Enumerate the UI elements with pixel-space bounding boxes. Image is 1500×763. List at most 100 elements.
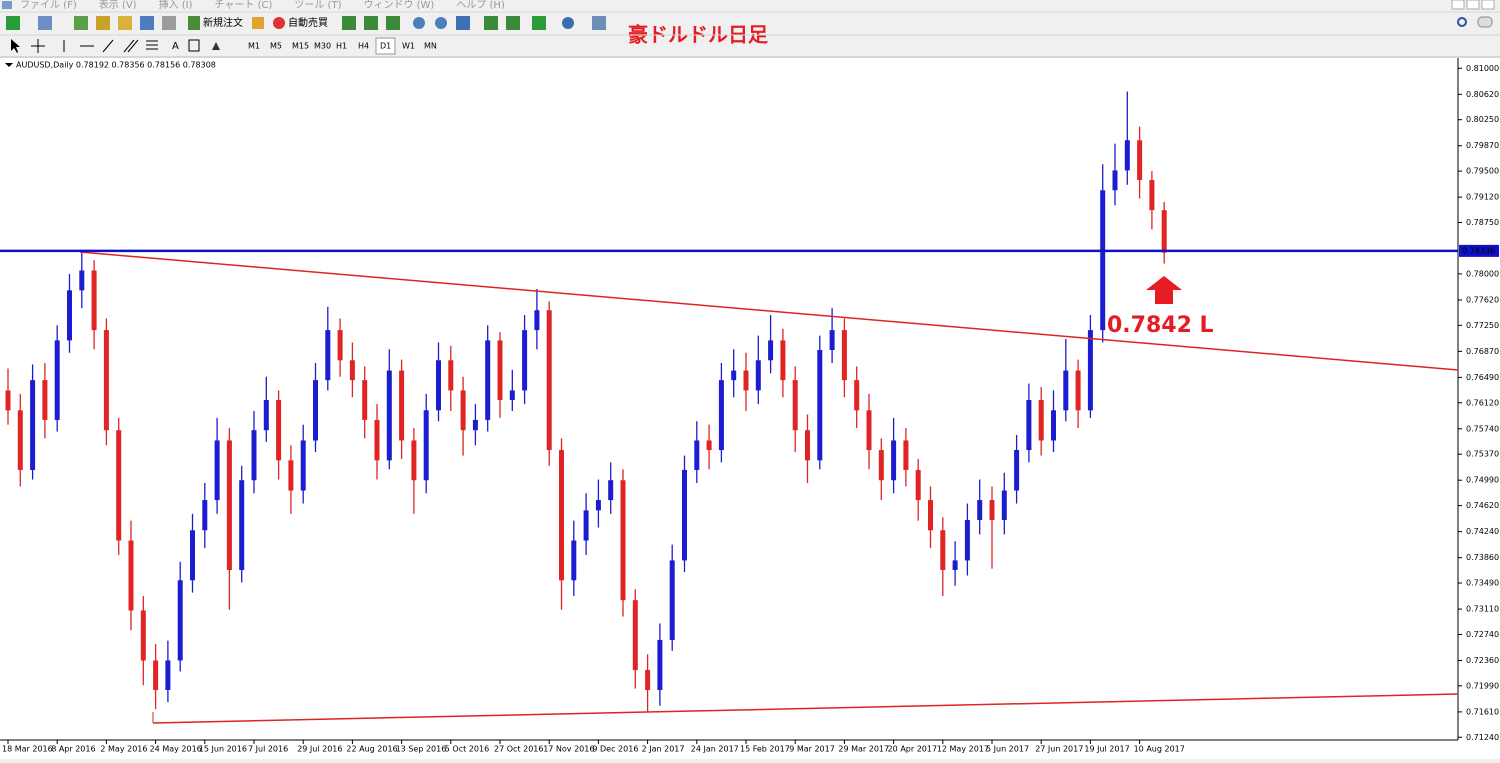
timeframe-button[interactable]: D1 [380, 42, 391, 51]
candle-body [952, 560, 958, 571]
toolbar-row-2: A M1 M5 M15 M30 H1 H4 D1 W1 MN [11, 37, 437, 55]
channel-tool[interactable] [123, 39, 139, 53]
y-tick-label: 0.75370 [1466, 450, 1499, 459]
candle-body [263, 400, 269, 431]
timeframe-button[interactable]: M5 [270, 42, 282, 51]
templates-icon[interactable] [592, 16, 606, 30]
auto-trading-button[interactable]: 自動売買 [288, 16, 328, 29]
candle-body [1001, 490, 1007, 520]
y-tick-label: 0.71990 [1466, 681, 1499, 690]
candle-body [1112, 170, 1118, 191]
y-tick-label: 0.76490 [1466, 373, 1499, 382]
y-tick-label: 0.73860 [1466, 553, 1499, 562]
candle-body [276, 400, 282, 461]
trendline-tool[interactable] [102, 39, 114, 53]
menu-item[interactable]: ウィンドウ (W) [363, 0, 434, 11]
timeframe-button[interactable]: W1 [402, 42, 415, 51]
candle-body [940, 530, 946, 571]
new-chart-icon[interactable] [6, 16, 20, 30]
timeframe-button[interactable]: M30 [314, 42, 331, 51]
tile-icon[interactable] [456, 16, 470, 30]
candle-body [190, 530, 195, 581]
zoom-out-icon[interactable] [435, 17, 447, 29]
timeframe-button[interactable]: M15 [292, 42, 309, 51]
timeframe-button[interactable]: MN [424, 42, 437, 51]
candle-body [399, 370, 405, 441]
cursor-tool[interactable] [11, 39, 20, 53]
candle-body [140, 610, 146, 661]
profiles-icon[interactable] [38, 16, 52, 30]
y-tick-label: 0.72740 [1466, 630, 1499, 639]
y-tick-label: 0.80250 [1466, 115, 1499, 124]
y-tick-label: 0.73490 [1466, 579, 1499, 588]
minimize-button[interactable] [1451, 0, 1465, 10]
auto-trading-icon[interactable] [273, 17, 285, 29]
new-order-button[interactable]: 新規注文 [203, 16, 243, 29]
menu-item[interactable]: チャート (C) [215, 0, 273, 11]
periods-icon[interactable] [562, 17, 574, 29]
text-tool[interactable]: A [172, 41, 179, 52]
search-icon[interactable] [1457, 17, 1467, 27]
chart-menu-icon[interactable] [5, 63, 13, 67]
candle-body [559, 450, 564, 581]
autoscroll-icon[interactable] [484, 16, 498, 30]
candle-body [632, 600, 638, 671]
tester-icon[interactable] [162, 16, 176, 30]
x-tick-label: 13 Sep 2016 [396, 745, 447, 754]
candle-body [792, 380, 798, 431]
x-tick-label: 27 Oct 2016 [494, 745, 543, 754]
y-tick-label: 0.74240 [1466, 527, 1499, 536]
menu-item[interactable]: ヘルプ (H) [456, 0, 505, 11]
entry-arrow [1146, 276, 1182, 304]
candle-body [30, 380, 36, 470]
indicators-icon[interactable] [532, 16, 546, 30]
navigator-icon[interactable] [118, 16, 132, 30]
restore-button[interactable] [1466, 0, 1480, 10]
shift-icon[interactable] [506, 16, 520, 30]
data-window-icon[interactable] [96, 16, 110, 30]
menu-item[interactable]: 挿入 (I) [159, 0, 193, 11]
y-tick-label: 0.75740 [1466, 424, 1499, 433]
candle-body [534, 310, 540, 331]
timeframe-button[interactable]: H1 [336, 42, 347, 51]
close-button[interactable] [1481, 0, 1495, 10]
new-order-icon[interactable] [188, 16, 200, 30]
menu-item[interactable]: ツール (T) [294, 0, 341, 11]
candle-body [817, 349, 823, 461]
menu-item[interactable]: 表示 (V) [99, 0, 137, 11]
market-watch-icon[interactable] [74, 16, 88, 30]
plot [5, 91, 1167, 713]
candle-body [1137, 140, 1143, 181]
line-chart-icon[interactable] [386, 16, 400, 30]
candle-body [546, 310, 552, 451]
fibo-tool[interactable] [146, 40, 158, 50]
meta-editor-icon[interactable] [252, 17, 264, 29]
x-tick-label: 9 Dec 2016 [592, 745, 638, 754]
entry-annotation: 0.7842 L [1107, 313, 1214, 338]
candle-body [645, 670, 651, 690]
bar-chart-icon[interactable] [342, 16, 356, 30]
timeframe-button[interactable]: H4 [358, 42, 369, 51]
crosshair-tool[interactable] [31, 39, 45, 53]
x-tick-label: 5 Jun 2017 [986, 745, 1029, 754]
timeframe-button[interactable]: M1 [248, 42, 260, 51]
x-tick-label: 29 Mar 2017 [838, 745, 889, 754]
chat-icon[interactable] [1477, 16, 1493, 28]
label-tool[interactable] [188, 39, 200, 52]
candle-body [423, 410, 429, 481]
candle-body [128, 540, 134, 611]
menu-item[interactable]: ファイル (F) [20, 0, 77, 11]
candle-body [226, 440, 232, 571]
x-tick-label: 20 Apr 2017 [888, 745, 937, 754]
x-tick-label: 19 Jul 2017 [1084, 745, 1129, 754]
candle-body [1063, 370, 1069, 411]
candle-icon[interactable] [364, 16, 378, 30]
menu-bar: ファイル (F) 表示 (V) 挿入 (I) チャート (C) ツール (T) ウィンドウ… [20, 0, 505, 11]
candle-body [866, 410, 872, 451]
price-label: 0.78336 [1462, 246, 1495, 255]
arrows-tool[interactable] [212, 42, 220, 50]
terminal-icon[interactable] [140, 16, 154, 30]
x-tick-label: 27 Jun 2017 [1035, 745, 1083, 754]
y-tick-label: 0.72360 [1466, 656, 1499, 665]
zoom-in-icon[interactable] [413, 17, 425, 29]
